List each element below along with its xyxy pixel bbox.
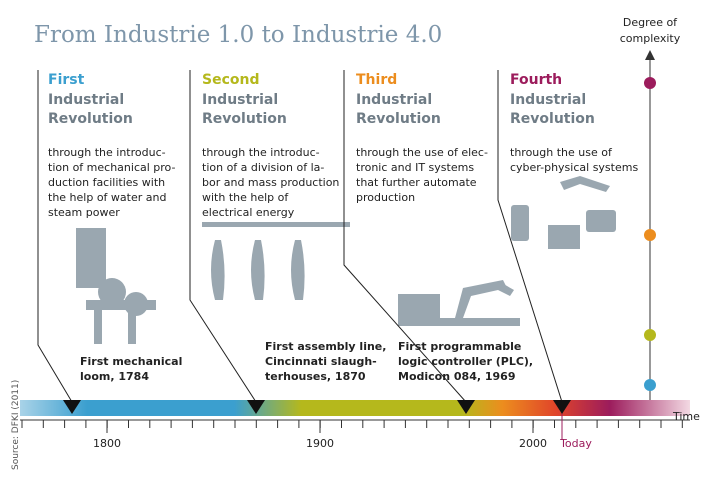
milestone-line: terhouses, 1870 <box>265 370 366 383</box>
axis-arrow <box>645 50 655 60</box>
ordinal: Second <box>202 72 259 88</box>
milestone-line: Cincinnati slaugh- <box>265 355 377 368</box>
timeline-marker <box>553 400 571 414</box>
ordinal: Third <box>356 72 397 88</box>
complexity-dot <box>644 77 656 89</box>
title: From Industrie 1.0 to Industrie 4.0 <box>34 22 442 48</box>
connector-line <box>189 70 257 403</box>
description-line: through the use of <box>510 146 613 159</box>
description-line: through the introduc- <box>202 146 320 159</box>
timeline-marker <box>457 400 475 414</box>
milestone-line: Modicon 084, 1969 <box>398 370 515 383</box>
revolutions: First Industrial Revolution through the int… <box>37 70 638 414</box>
revolution-name: Industrial <box>202 92 278 108</box>
description-line: electrical energy <box>202 206 295 219</box>
today-label: Today <box>559 437 592 450</box>
complexity-label: complexity <box>620 32 681 45</box>
revolution-name: Revolution <box>356 111 441 127</box>
time-label: Time <box>672 410 700 423</box>
milestone-line: First programmable <box>398 340 521 353</box>
connector-line <box>343 70 467 403</box>
description-line: through the introduc- <box>48 146 166 159</box>
description-line: cyber-physical systems <box>510 161 638 174</box>
connector-line <box>37 70 73 403</box>
year-label: 1900 <box>306 437 334 450</box>
milestone-line: First mechanical <box>80 355 182 368</box>
milestone-line: logic controller (PLC), <box>398 355 533 368</box>
complexity-label: Degree of <box>623 16 678 29</box>
connector-line <box>497 70 563 403</box>
revolution-name: Industrial <box>356 92 432 108</box>
source: Source: DFKI (2011) <box>11 380 21 470</box>
timeline-marker <box>63 400 81 414</box>
revolution-name: Industrial <box>510 92 586 108</box>
assembly-line-icon <box>202 222 350 300</box>
loom-icon <box>76 228 156 344</box>
ordinal: First <box>48 72 85 88</box>
ordinal: Fourth <box>510 72 562 88</box>
description-line: with the help of <box>202 191 289 204</box>
description-line: duction facilities with <box>48 176 165 189</box>
complexity-dot <box>644 379 656 391</box>
description-line: the help of water and <box>48 191 166 204</box>
plc-icon <box>398 280 520 326</box>
description-line: bor and mass production <box>202 176 339 189</box>
description-line: steam power <box>48 206 120 219</box>
cps-icon <box>511 176 616 249</box>
year-label: 1800 <box>93 437 121 450</box>
description-line: tion of a division of la- <box>202 161 324 174</box>
description-line: that further automate <box>356 176 477 189</box>
description-line: tion of mechanical pro- <box>48 161 175 174</box>
revolution-name: Industrial <box>48 92 124 108</box>
milestone-line: First assembly line, <box>265 340 386 353</box>
milestone-line: loom, 1784 <box>80 370 149 383</box>
description-line: production <box>356 191 415 204</box>
description-line: tronic and IT systems <box>356 161 474 174</box>
revolution-name: Revolution <box>202 111 287 127</box>
revolution-name: Revolution <box>510 111 595 127</box>
description-line: through the use of elec- <box>356 146 488 159</box>
complexity-dot <box>644 329 656 341</box>
tick-group <box>21 420 683 433</box>
timeline-marker <box>247 400 265 414</box>
complexity-dot <box>644 229 656 241</box>
year-label: 2000 <box>519 437 547 450</box>
timeline-bar <box>20 400 690 416</box>
revolution-name: Revolution <box>48 111 133 127</box>
